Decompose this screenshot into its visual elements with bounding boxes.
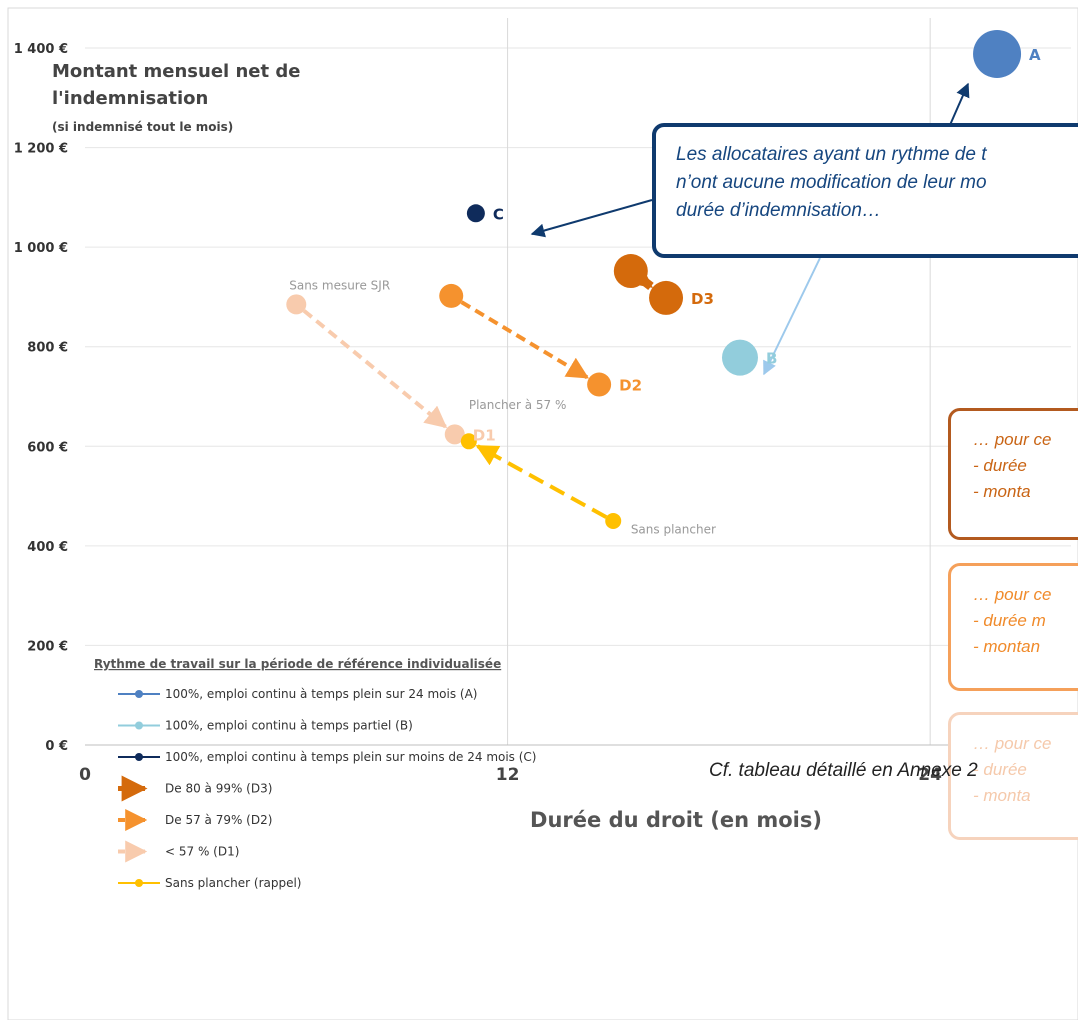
legend-swatch-dot xyxy=(135,753,143,761)
main-callout-line-2: n’ont aucune modification de leur mo xyxy=(676,172,987,193)
point-label-b: B xyxy=(766,350,777,368)
arrow-d2-shaft xyxy=(460,300,590,380)
y-tick-label: 600 € xyxy=(27,440,68,455)
arrow-sp-shaft xyxy=(475,444,608,519)
y-tick-label: 1 000 € xyxy=(14,241,68,256)
legend-entry-label: 100%, emploi continu à temps plein sur 2… xyxy=(165,687,477,701)
arrow-d1-end-point xyxy=(444,424,465,445)
annotation-label: Sans mesure SJR xyxy=(289,278,390,292)
point-label-d3: D3 xyxy=(691,290,714,308)
legend-swatch-dot xyxy=(135,690,143,698)
main-callout: Les allocataires ayant un rythme de t n’… xyxy=(652,123,1078,258)
callout-box-d3: … pour ce - durée - monta xyxy=(948,408,1078,540)
point-label-d1: D1 xyxy=(473,426,496,444)
box2-line-1: … pour ce xyxy=(973,585,1052,604)
callout-box-d2: … pour ce - durée m - montan xyxy=(948,563,1078,691)
box1-line-1: … pour ce xyxy=(973,430,1052,449)
arrow-d2-end-point xyxy=(587,372,612,397)
point-label-c: C xyxy=(493,205,504,223)
footnote: Cf. tableau détaillé en Annexe 2 xyxy=(709,760,978,781)
arrow-d3-shaft xyxy=(624,261,654,290)
arrow-sp-end-point xyxy=(460,433,477,450)
legend-swatch-dot xyxy=(135,879,143,887)
point-b xyxy=(721,339,758,376)
y-tick-label: 200 € xyxy=(27,639,68,654)
callout-box-d1: … pour ce - durée - monta xyxy=(948,712,1078,840)
main-callout-line-3: durée d’indemnisation… xyxy=(676,200,881,221)
legend-title: Rythme de travail sur la période de réfé… xyxy=(94,657,501,671)
main-callout-line-1: Les allocataires ayant un rythme de t xyxy=(676,144,987,165)
y-tick-label: 400 € xyxy=(27,540,68,555)
arrow-d1-shaft xyxy=(302,309,448,429)
connector-arrow-a xyxy=(949,82,970,126)
legend-entry-label: De 57 à 79% (D2) xyxy=(165,813,272,827)
annotation-label: Plancher à 57 % xyxy=(469,398,567,412)
point-label-d2: D2 xyxy=(619,377,642,395)
box3-line-2: - durée xyxy=(973,760,1027,779)
box2-line-3: - montan xyxy=(973,637,1041,656)
y-tick-label: 1 200 € xyxy=(14,142,68,157)
legend-entry-label: < 57 % (D1) xyxy=(165,845,239,859)
legend-entry-label: Sans plancher (rappel) xyxy=(165,876,302,890)
legend-entry-label: De 80 à 99% (D3) xyxy=(165,782,272,796)
box1-line-3: - monta xyxy=(973,482,1031,501)
x-tick-label: 24 xyxy=(918,765,942,785)
x-tick-label: 0 xyxy=(79,765,91,785)
legend-entry-label: 100%, emploi continu à temps partiel (B) xyxy=(165,719,413,733)
y-axis-title-line-2: l'indemnisation xyxy=(52,88,208,109)
y-tick-label: 0 € xyxy=(45,739,68,754)
box3-line-3: - monta xyxy=(973,786,1031,805)
box1-line-2: - durée xyxy=(973,456,1027,475)
arrow-d3-start-point xyxy=(613,254,648,289)
connector-arrow-b xyxy=(763,257,821,376)
arrow-d3-end-point xyxy=(649,280,684,315)
x-axis-title: Durée du droit (en mois) xyxy=(530,808,822,832)
y-tick-label: 1 400 € xyxy=(14,42,68,57)
legend-entry-label: 100%, emploi continu à temps plein sur m… xyxy=(165,750,537,764)
legend-swatch-dot xyxy=(135,721,143,730)
x-tick-label: 12 xyxy=(496,765,520,785)
arrow-sp-start-point xyxy=(605,512,622,529)
y-tick-label: 800 € xyxy=(27,341,68,356)
arrow-d1-start-point xyxy=(286,294,307,315)
point-a xyxy=(973,29,1022,78)
connector-arrow-c xyxy=(530,199,653,238)
point-c xyxy=(466,204,485,223)
annotation-label: Sans plancher xyxy=(631,522,716,536)
box3-line-1: … pour ce xyxy=(973,734,1052,753)
box2-line-2: - durée m xyxy=(973,611,1046,630)
point-label-a: A xyxy=(1029,46,1041,64)
y-axis-subtitle: (si indemnisé tout le mois) xyxy=(52,120,233,134)
arrow-d2-start-point xyxy=(439,283,464,308)
y-axis-title-line-1: Montant mensuel net de xyxy=(52,61,300,82)
